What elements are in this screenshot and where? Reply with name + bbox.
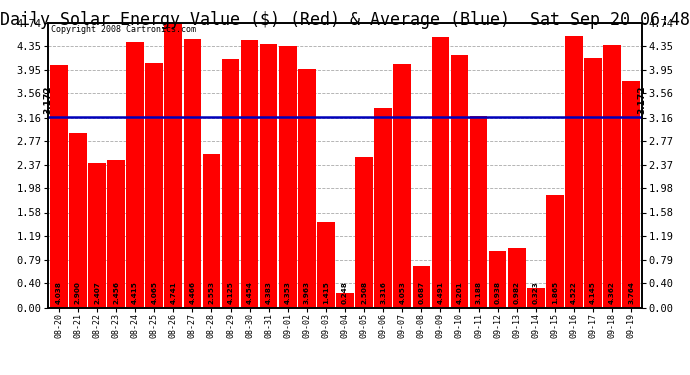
Bar [489, 251, 506, 308]
Text: 3.316: 3.316 [380, 282, 386, 304]
Text: 4.065: 4.065 [151, 282, 157, 304]
Text: 4.383: 4.383 [266, 282, 272, 304]
Text: 4.522: 4.522 [571, 282, 577, 304]
Bar [470, 116, 487, 308]
Text: 2.900: 2.900 [75, 282, 81, 304]
Text: 4.491: 4.491 [437, 282, 444, 304]
Text: 0.982: 0.982 [514, 282, 520, 304]
Bar [279, 46, 297, 308]
Bar [336, 292, 354, 308]
Bar [221, 60, 239, 308]
Text: Daily Solar Energy Value ($) (Red) & Average (Blue)  Sat Sep 20 06:48: Daily Solar Energy Value ($) (Red) & Ave… [0, 11, 690, 29]
Text: 4.053: 4.053 [400, 282, 405, 304]
Bar [546, 195, 564, 308]
Bar [413, 266, 430, 308]
Text: 2.456: 2.456 [113, 282, 119, 304]
Bar [260, 44, 277, 308]
Text: 4.038: 4.038 [56, 282, 62, 304]
Bar [508, 249, 526, 308]
Bar [317, 222, 335, 308]
Bar [298, 69, 315, 308]
Bar [146, 63, 163, 308]
Bar [375, 108, 392, 308]
Bar [69, 133, 87, 308]
Text: 0.248: 0.248 [342, 282, 348, 304]
Bar [241, 40, 258, 308]
Text: 2.553: 2.553 [208, 282, 215, 304]
Text: 2.508: 2.508 [361, 282, 367, 304]
Bar [355, 157, 373, 308]
Text: 4.362: 4.362 [609, 282, 615, 304]
Text: 0.938: 0.938 [495, 282, 501, 304]
Bar [126, 42, 144, 308]
Text: 4.353: 4.353 [285, 282, 290, 304]
Text: 4.201: 4.201 [457, 282, 462, 304]
Text: 4.454: 4.454 [246, 282, 253, 304]
Bar [184, 39, 201, 308]
Text: 3.172: 3.172 [43, 86, 53, 114]
Bar [164, 22, 182, 308]
Text: 4.145: 4.145 [590, 282, 596, 304]
Bar [203, 154, 220, 308]
Bar [527, 288, 544, 308]
Text: 3.963: 3.963 [304, 282, 310, 304]
Text: 4.125: 4.125 [228, 282, 233, 304]
Bar [451, 55, 469, 308]
Bar [393, 64, 411, 308]
Text: 3.764: 3.764 [628, 282, 634, 304]
Text: Copyright 2008 Cartronics.com: Copyright 2008 Cartronics.com [51, 26, 196, 34]
Bar [107, 160, 125, 308]
Text: 3.172: 3.172 [637, 86, 647, 114]
Text: 0.323: 0.323 [533, 282, 539, 304]
Text: 1.865: 1.865 [552, 281, 558, 304]
Bar [603, 45, 621, 308]
Text: 2.407: 2.407 [94, 282, 100, 304]
Text: 1.415: 1.415 [323, 282, 329, 304]
Text: 4.741: 4.741 [170, 282, 176, 304]
Text: 4.415: 4.415 [132, 282, 138, 304]
Text: 3.188: 3.188 [475, 282, 482, 304]
Text: 4.466: 4.466 [189, 282, 195, 304]
Text: 0.687: 0.687 [418, 282, 424, 304]
Bar [88, 163, 106, 308]
Bar [432, 38, 449, 308]
Bar [50, 65, 68, 308]
Bar [622, 81, 640, 308]
Bar [565, 36, 583, 308]
Bar [584, 58, 602, 308]
